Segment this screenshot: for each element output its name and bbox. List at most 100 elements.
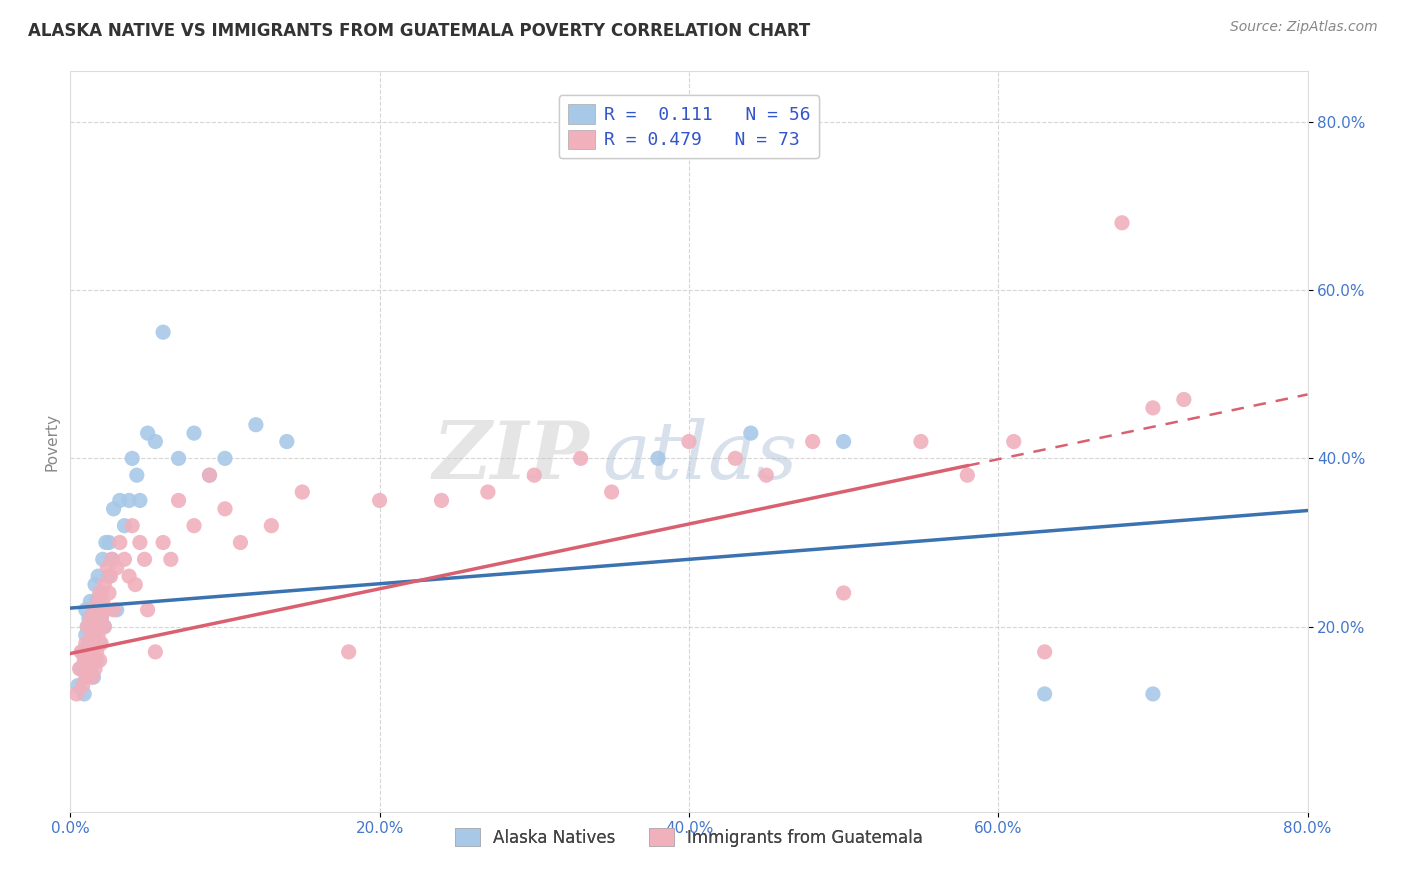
Point: [145, 434, 166, 449]
Point: [118, 569, 141, 583]
Point: [121, 518, 143, 533]
Point: [82, 636, 105, 650]
Point: [65, 687, 87, 701]
Point: [87, 619, 110, 633]
Point: [75, 653, 97, 667]
Point: [87, 594, 110, 608]
Text: ALASKA NATIVE VS IMMIGRANTS FROM GUATEMALA POVERTY CORRELATION CHART: ALASKA NATIVE VS IMMIGRANTS FROM GUATEMA…: [28, 22, 810, 40]
Point: [89, 636, 111, 650]
Point: [114, 518, 135, 533]
Point: [79, 662, 101, 676]
Point: [276, 434, 298, 449]
Point: [70, 645, 93, 659]
Point: [77, 645, 100, 659]
Point: [832, 434, 855, 449]
Point: [90, 586, 112, 600]
Point: [84, 662, 107, 676]
Point: [118, 493, 141, 508]
Point: [73, 653, 96, 667]
Point: [82, 670, 105, 684]
Point: [600, 485, 623, 500]
Point: [1111, 216, 1133, 230]
Point: [80, 645, 103, 659]
Point: [124, 577, 146, 591]
Point: [80, 670, 103, 684]
Point: [93, 619, 115, 633]
Point: [100, 569, 122, 583]
Point: [94, 535, 117, 549]
Point: [96, 560, 118, 574]
Point: [86, 645, 108, 659]
Point: [337, 645, 360, 659]
Point: [103, 501, 125, 516]
Point: [80, 628, 103, 642]
Point: [94, 603, 117, 617]
Point: [108, 535, 131, 549]
Text: atlas: atlas: [602, 417, 797, 495]
Point: [82, 653, 105, 667]
Point: [84, 577, 107, 591]
Point: [136, 603, 159, 617]
Point: [229, 535, 252, 549]
Point: [76, 670, 98, 684]
Point: [678, 434, 700, 449]
Point: [724, 451, 747, 466]
Point: [79, 653, 101, 667]
Point: [134, 552, 156, 566]
Point: [93, 619, 115, 633]
Point: [198, 468, 221, 483]
Point: [956, 468, 979, 483]
Point: [152, 535, 174, 549]
Point: [98, 535, 120, 549]
Point: [89, 586, 111, 600]
Point: [77, 636, 100, 650]
Point: [86, 619, 108, 633]
Point: [86, 653, 108, 667]
Point: [87, 628, 110, 642]
Point: [98, 586, 120, 600]
Text: Source: ZipAtlas.com: Source: ZipAtlas.com: [1230, 20, 1378, 34]
Point: [76, 619, 98, 633]
Point: [79, 611, 101, 625]
Point: [67, 679, 90, 693]
Point: [832, 586, 855, 600]
Point: [260, 518, 283, 533]
Point: [86, 594, 108, 608]
Point: [98, 569, 120, 583]
Point: [76, 619, 98, 633]
Point: [910, 434, 932, 449]
Point: [801, 434, 824, 449]
Point: [1173, 392, 1195, 407]
Point: [430, 493, 453, 508]
Point: [101, 552, 124, 566]
Point: [183, 518, 205, 533]
Point: [77, 611, 100, 625]
Point: [70, 662, 93, 676]
Text: ZIP: ZIP: [433, 417, 591, 495]
Point: [129, 493, 152, 508]
Point: [90, 611, 112, 625]
Point: [160, 552, 183, 566]
Point: [1002, 434, 1025, 449]
Point: [477, 485, 499, 500]
Point: [90, 611, 112, 625]
Point: [183, 426, 205, 441]
Point: [89, 653, 111, 667]
Point: [69, 662, 91, 676]
Point: [647, 451, 669, 466]
Point: [72, 679, 94, 693]
Point: [108, 493, 131, 508]
Point: [740, 426, 762, 441]
Point: [105, 603, 128, 617]
Point: [368, 493, 391, 508]
Point: [75, 603, 97, 617]
Point: [523, 468, 546, 483]
Point: [1142, 687, 1164, 701]
Point: [76, 662, 98, 676]
Point: [214, 451, 236, 466]
Point: [136, 426, 159, 441]
Point: [82, 603, 105, 617]
Point: [75, 636, 97, 650]
Point: [145, 645, 166, 659]
Point: [125, 468, 148, 483]
